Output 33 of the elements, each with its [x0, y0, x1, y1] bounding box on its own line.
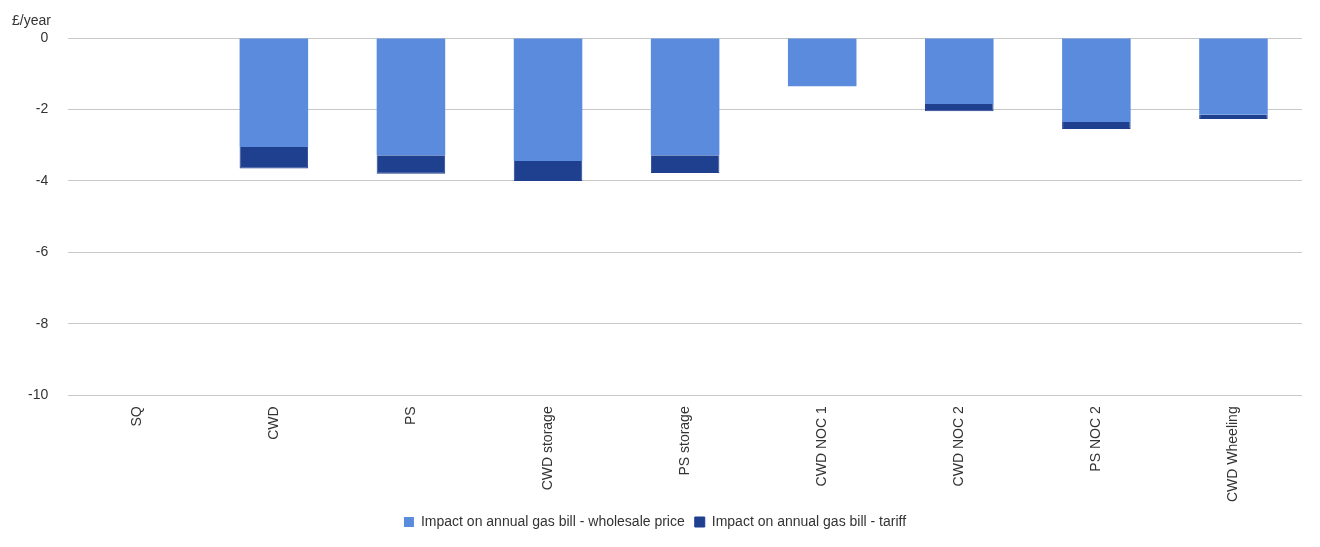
bar	[650, 155, 720, 174]
x-tick-label: CWD NOC 1	[813, 406, 830, 487]
bar	[925, 104, 994, 112]
bar	[1062, 38, 1131, 122]
x-tick-label: SQ	[127, 406, 144, 427]
y-tick-label: -8	[35, 314, 49, 331]
y-tick-label: -10	[28, 386, 49, 403]
bar	[376, 38, 446, 156]
y-axis-title: £/year	[12, 11, 52, 28]
bar	[376, 155, 446, 174]
bar	[1199, 38, 1268, 115]
bar	[513, 38, 583, 161]
bar	[650, 38, 720, 156]
x-tick-label: CWD storage	[538, 406, 555, 491]
x-tick-label: CWD	[264, 406, 281, 440]
y-tick-label: -4	[35, 171, 49, 188]
x-tick-label: PS storage	[675, 406, 692, 476]
x-tick-label: CWD Wheeling	[1224, 406, 1241, 503]
bar	[239, 38, 309, 147]
bar	[1199, 114, 1268, 120]
legend-label: Impact on annual gas bill - tariff	[711, 512, 907, 529]
x-tick-label: CWD NOC 2	[950, 406, 967, 487]
y-tick-label: -6	[35, 243, 49, 260]
x-tick-label: PS NOC 2	[1087, 406, 1104, 472]
bar	[787, 38, 857, 87]
legend-label: Impact on annual gas bill - wholesale price	[420, 512, 685, 529]
y-tick-label: -2	[35, 100, 49, 117]
bar	[513, 160, 583, 181]
x-tick-label: PS	[401, 406, 418, 425]
y-tick-label: 0	[40, 28, 49, 45]
bar	[925, 38, 994, 105]
bar	[239, 146, 309, 169]
bar	[1062, 121, 1131, 130]
